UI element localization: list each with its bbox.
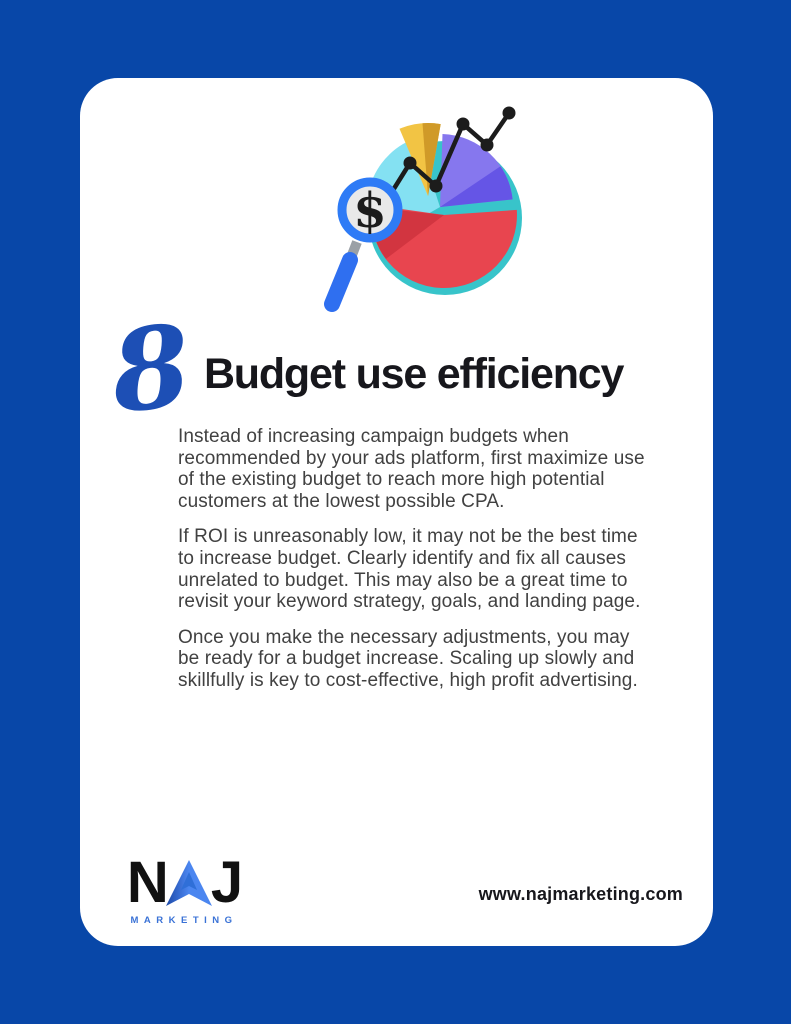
magnifier-icon: $ [324,177,403,312]
trend-dot [456,117,470,131]
body-text: Instead of increasing campaign budgets w… [178,426,654,706]
logo-subtitle: MARKETING [130,915,238,926]
trend-dot [403,156,417,170]
naj-logo: N J MARKETING [114,854,254,927]
magnifier-lens [337,177,403,243]
logo-arrow-inner-face [180,872,197,890]
magnifier-handle [324,252,358,312]
paragraph-1: Instead of increasing campaign budgets w… [178,426,645,512]
logo-letter-n: N [126,850,169,915]
logo-arrow-left-face [165,860,189,906]
dollar-sign: $ [353,183,386,239]
page-title: Budget use efficiency [203,350,624,398]
trend-dot [502,106,516,120]
content-card: $ 8 Budget use efficiency Instead of inc… [80,78,713,946]
headline-row: 8 Budget use efficiency [105,300,624,438]
pie-chart-magnifier-illustration: $ [324,106,522,312]
trend-line-dots [403,106,516,193]
logo-letters: N J [114,854,254,912]
item-number: 8 [105,300,197,439]
trend-dot [429,179,443,193]
paragraph-3: Once you make the necessary adjustments,… [178,626,638,691]
website-url: www.najmarketing.com [478,884,683,904]
pie-slice-purple-dark [440,166,513,207]
trend-dot [480,138,494,152]
paragraph-2: If ROI is unreasonably low, it may not b… [178,526,641,613]
logo-arrow-icon [165,860,212,906]
logo-arrow-right-face [188,860,212,906]
logo-letter-j: J [210,850,243,915]
